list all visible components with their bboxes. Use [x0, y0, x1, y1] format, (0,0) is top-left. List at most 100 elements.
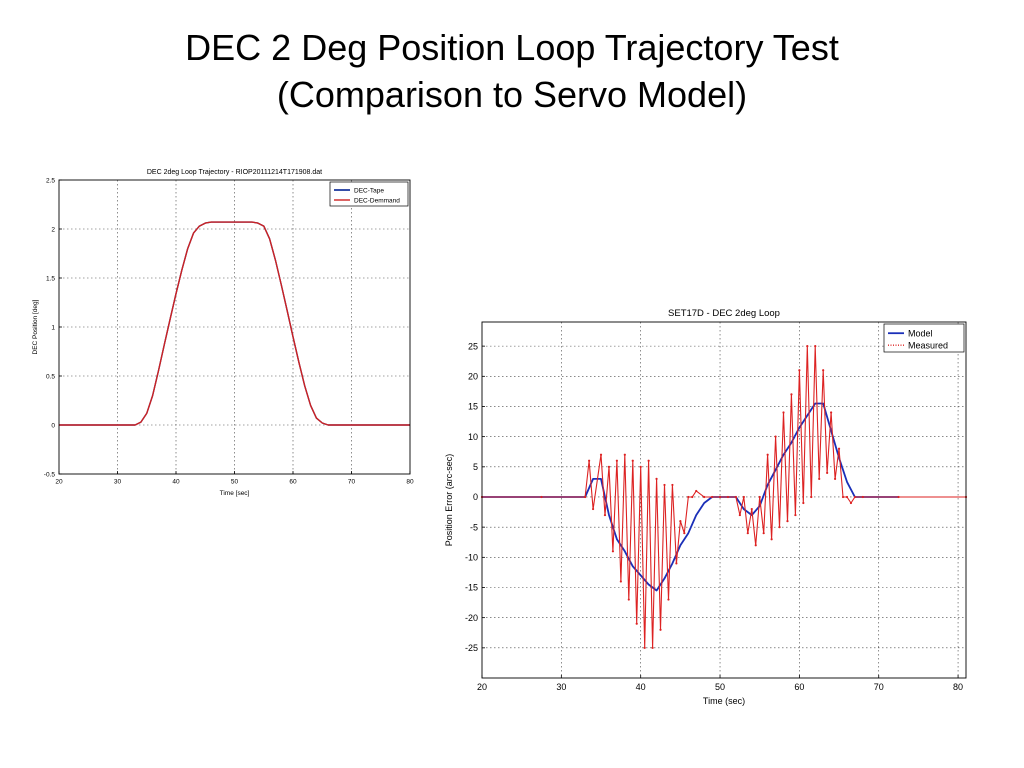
slide-title-line1: DEC 2 Deg Position Loop Trajectory Test [185, 27, 839, 68]
y-tick-label: 5 [473, 462, 478, 472]
data-point [710, 495, 714, 499]
y-tick-label: -15 [465, 583, 478, 593]
data-point [631, 459, 634, 462]
x-tick-label: 70 [874, 682, 884, 692]
data-point [818, 477, 821, 480]
data-point [659, 628, 662, 631]
data-point [643, 646, 646, 649]
y-tick-label: 0.5 [46, 373, 55, 380]
data-point [738, 513, 741, 517]
x-axis-label: Time [sec] [220, 490, 250, 497]
x-tick-label: 70 [348, 479, 356, 486]
plot-frame [481, 321, 967, 679]
data-point [599, 453, 603, 456]
data-point [794, 513, 797, 517]
data-point [607, 465, 611, 468]
data-point [814, 345, 817, 348]
data-point [635, 622, 638, 625]
y-axis-label: DEC Position [deg] [32, 299, 39, 354]
series-line-measured [482, 345, 966, 649]
data-point [786, 520, 789, 523]
y-tick-label: -25 [465, 643, 478, 653]
y-tick-label: -0.5 [44, 471, 56, 478]
data-point [615, 459, 618, 462]
y-tick-label: 1 [51, 324, 55, 331]
data-point [826, 471, 829, 474]
data-point [679, 520, 682, 523]
x-tick-label: 20 [477, 682, 487, 692]
y-tick-label: 0 [473, 492, 478, 502]
y-axis-label: Position Error (arc-sec) [444, 454, 454, 547]
data-point [619, 580, 622, 583]
data-point [623, 453, 626, 456]
data-point [853, 495, 857, 499]
data-point [671, 483, 674, 487]
y-tick-label: 10 [468, 432, 478, 442]
x-tick-label: 80 [406, 479, 414, 486]
data-point [758, 495, 761, 499]
data-point [845, 495, 849, 499]
legend-box [329, 181, 409, 207]
y-tick-label: -10 [465, 552, 478, 562]
y-tick-label: 1.5 [46, 275, 55, 282]
data-point [770, 538, 773, 541]
y-tick-label: 20 [468, 371, 478, 381]
chart-title: DEC 2deg Loop Trajectory - RIOP20111214T… [147, 169, 322, 176]
legend-box [883, 323, 965, 353]
y-tick-label: -20 [465, 613, 478, 623]
x-tick-label: 60 [794, 682, 804, 692]
data-point [651, 646, 654, 649]
chart-title: SET17D - DEC 2deg Loop [668, 308, 780, 319]
data-point [675, 562, 678, 565]
y-tick-label: 25 [468, 341, 478, 351]
y-tick-label: 2.5 [46, 177, 55, 184]
x-tick-label: 30 [114, 479, 122, 486]
x-axis-label: Time (sec) [703, 696, 745, 706]
data-point [639, 465, 642, 468]
data-point [766, 453, 769, 456]
x-tick-label: 20 [55, 479, 63, 486]
data-point [742, 495, 745, 499]
x-tick-label: 50 [231, 479, 239, 486]
trajectory-chart: DEC 2deg Loop Trajectory - RIOP20111214T… [32, 169, 414, 497]
data-point [703, 495, 706, 499]
data-point [861, 495, 864, 499]
data-point [591, 507, 595, 511]
legend-label: Model [908, 328, 933, 338]
data-point [683, 532, 686, 535]
x-tick-label: 80 [953, 682, 963, 692]
data-point [691, 495, 694, 499]
data-point [790, 393, 793, 396]
data-point [584, 495, 587, 499]
y-tick-label: 15 [468, 402, 478, 412]
data-point [822, 369, 825, 372]
data-point [897, 495, 900, 499]
data-point [798, 369, 801, 372]
plot-area [482, 322, 966, 678]
data-point [750, 507, 753, 511]
x-tick-label: 40 [636, 682, 646, 692]
data-point [540, 495, 543, 499]
data-point [778, 526, 781, 529]
x-tick-label: 50 [715, 682, 725, 692]
data-point [603, 513, 607, 517]
slide-title: DEC 2 Deg Position Loop Trajectory Test … [0, 24, 1024, 118]
data-point [734, 495, 738, 499]
x-tick-label: 30 [556, 682, 566, 692]
data-point [754, 544, 757, 547]
data-point [774, 435, 777, 438]
plot-frame [58, 179, 411, 475]
y-tick-label: 2 [51, 226, 55, 233]
data-point [611, 550, 615, 553]
series-line-dec-demmand [59, 221, 410, 426]
x-tick-label: 60 [289, 479, 297, 486]
data-point [746, 532, 749, 535]
data-point [588, 459, 591, 462]
data-point [802, 501, 805, 505]
data-point [833, 477, 837, 480]
data-point [837, 447, 841, 450]
data-point [830, 411, 833, 414]
data-point [762, 532, 765, 535]
legend-label: DEC-Tape [354, 187, 384, 194]
